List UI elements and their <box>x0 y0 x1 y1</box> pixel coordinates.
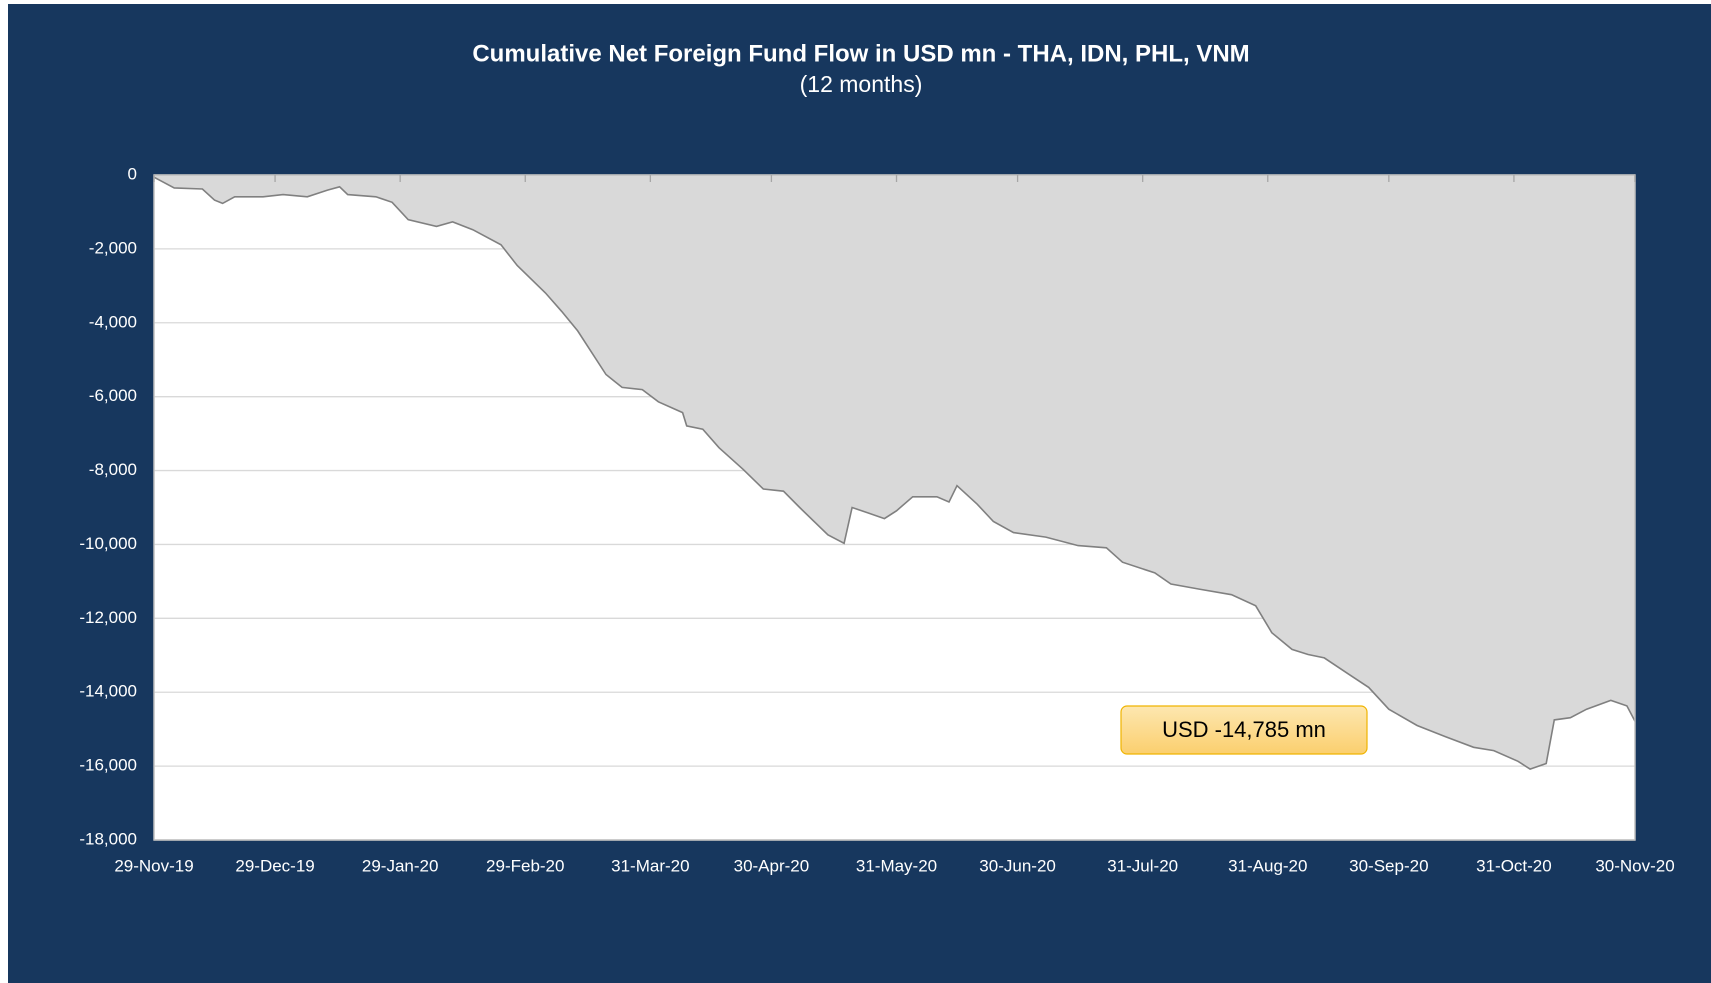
y-tick-label: -14,000 <box>79 682 137 701</box>
y-tick-label: -16,000 <box>79 756 137 775</box>
y-tick-label: -18,000 <box>79 829 137 848</box>
x-tick-label: 30-Nov-20 <box>1595 856 1674 875</box>
x-tick-label: 29-Dec-19 <box>235 856 314 875</box>
y-tick-label: -8,000 <box>89 460 137 479</box>
x-tick-label: 30-Apr-20 <box>734 856 810 875</box>
annotation-box <box>1120 705 1368 755</box>
y-tick-label: -10,000 <box>79 534 137 553</box>
x-tick-label: 31-Aug-20 <box>1228 856 1307 875</box>
x-tick-label: 31-Oct-20 <box>1476 856 1552 875</box>
y-tick-label: -2,000 <box>89 238 137 257</box>
y-tick-label: -12,000 <box>79 608 137 627</box>
line <box>153 176 1636 770</box>
x-tick-label: 29-Nov-19 <box>114 856 193 875</box>
x-tick-label: 31-Mar-20 <box>611 856 689 875</box>
x-tick-label: 31-Jul-20 <box>1107 856 1178 875</box>
y-tick-label: -4,000 <box>89 312 137 331</box>
annotation-text: USD -14,785 mn <box>1162 717 1326 742</box>
x-tick-label: 30-Sep-20 <box>1349 856 1428 875</box>
y-tick-label: 0 <box>128 164 137 183</box>
plot-border <box>153 174 1636 841</box>
x-tick-label: 29-Jan-20 <box>362 856 439 875</box>
x-tick-label: 30-Jun-20 <box>979 856 1056 875</box>
x-tick-label: 31-May-20 <box>856 856 937 875</box>
annotation: USD -14,785 mn <box>1120 705 1368 755</box>
chart-title: Cumulative Net Foreign Fund Flow in USD … <box>472 40 1249 67</box>
chart-subtitle: (12 months) <box>800 71 923 97</box>
y-tick-label: -6,000 <box>89 386 137 405</box>
x-tick-label: 29-Feb-20 <box>486 856 564 875</box>
